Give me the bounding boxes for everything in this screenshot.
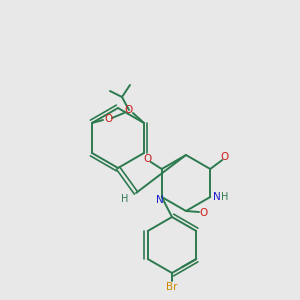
Text: N: N — [213, 192, 221, 202]
Text: N: N — [156, 195, 164, 205]
Text: O: O — [144, 154, 152, 164]
Text: O: O — [104, 114, 112, 124]
Text: O: O — [200, 208, 208, 218]
Text: O: O — [125, 105, 133, 115]
Text: H: H — [121, 194, 129, 204]
Text: Br: Br — [166, 282, 178, 292]
Text: O: O — [220, 152, 228, 162]
Text: H: H — [220, 192, 228, 202]
